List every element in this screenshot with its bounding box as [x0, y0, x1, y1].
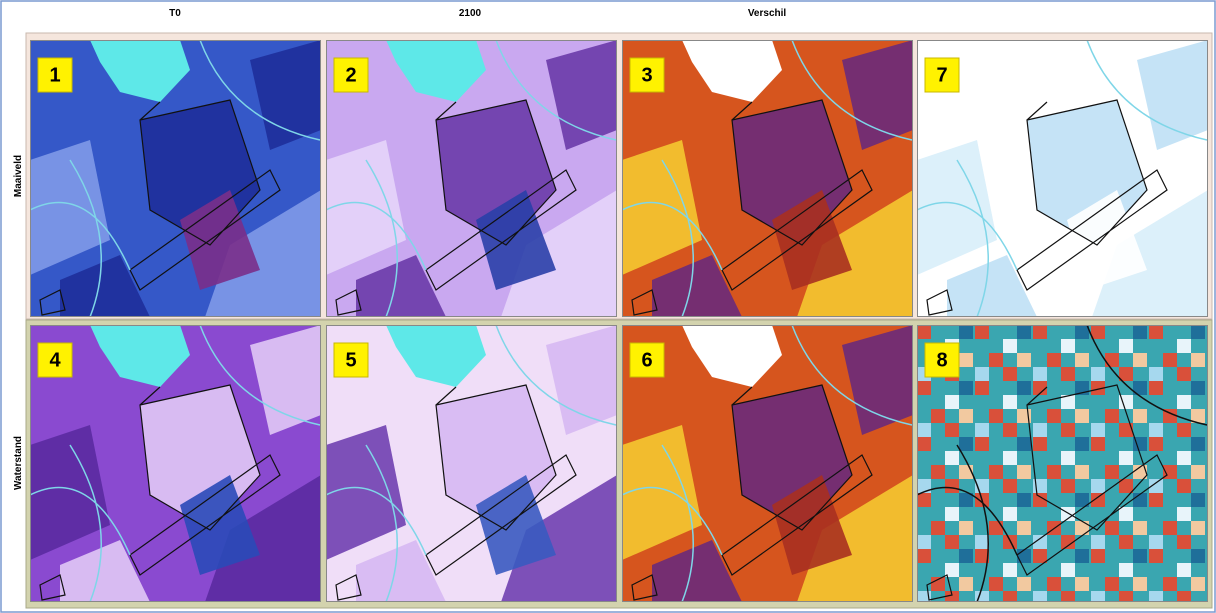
- map-panel: 2: [326, 40, 617, 317]
- panel-number: 5: [345, 349, 356, 371]
- row-label: Maaiveld: [13, 155, 24, 197]
- map-panel: 7: [917, 40, 1208, 317]
- panel-number: 7: [936, 64, 947, 86]
- map-panel: 8: [917, 325, 1208, 602]
- row-label: Waterstand: [13, 436, 24, 490]
- column-header: Verschil: [748, 8, 787, 19]
- panel-number: 8: [936, 349, 947, 371]
- map-panel: 5: [326, 325, 617, 602]
- column-header: 2100: [459, 8, 482, 19]
- column-header: T0: [169, 8, 181, 19]
- panel-number: 3: [641, 64, 652, 86]
- map-panel: 1: [30, 40, 321, 317]
- map-panel: 6: [622, 325, 913, 602]
- map-panel: 4: [30, 325, 321, 602]
- panel-number: 2: [345, 64, 356, 86]
- panel-number: 6: [641, 349, 652, 371]
- panel-number: 1: [49, 64, 60, 86]
- panel-number: 4: [49, 349, 61, 371]
- figure: T0 2100 Verschil Maaiveld Waterstand 1 2 3…: [0, 0, 1216, 613]
- map-panel: 3: [622, 40, 913, 317]
